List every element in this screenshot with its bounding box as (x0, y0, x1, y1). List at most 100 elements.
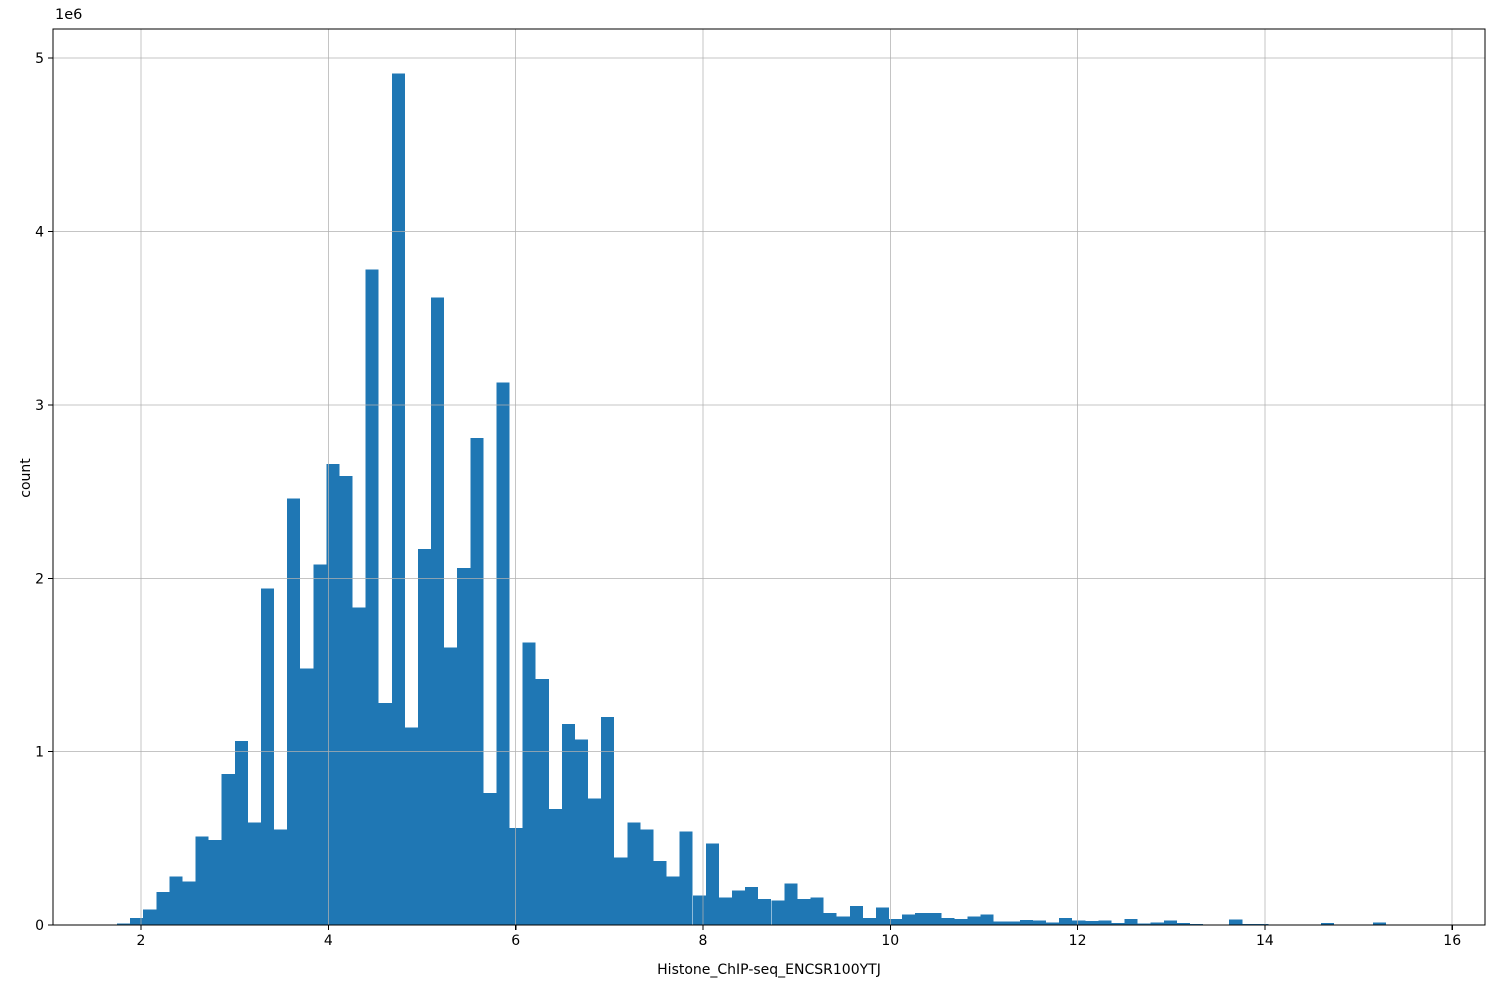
histogram-bar (1059, 918, 1073, 925)
histogram-bar (208, 840, 222, 925)
histogram-bar (1098, 920, 1112, 925)
plot-border (52, 28, 1486, 926)
histogram-bar (130, 918, 144, 925)
histogram-bar (784, 883, 798, 925)
histogram-bar (889, 918, 903, 925)
histogram-bar (745, 886, 759, 925)
histogram-bar (313, 564, 327, 925)
histogram-bar (1072, 920, 1086, 925)
y-tick-label: 4 (35, 225, 44, 241)
histogram-bar (247, 822, 261, 925)
x-tick-label: 16 (1443, 933, 1461, 949)
histogram-bar (300, 668, 314, 925)
histogram-bar (758, 898, 772, 925)
histogram-bar (614, 857, 628, 925)
y-axis-label: count (18, 458, 34, 498)
x-tick-label: 4 (324, 933, 333, 949)
y-tick-label: 3 (35, 398, 44, 414)
histogram-bar (143, 909, 157, 925)
x-axis-label: Histone_ChIP-seq_ENCSR100YTJ (657, 962, 881, 978)
histogram-bar (260, 588, 275, 925)
histogram-bar (431, 297, 445, 925)
histogram-bar (1320, 922, 1334, 925)
tick-marks (48, 57, 1453, 930)
histogram-bar (1111, 922, 1125, 925)
histogram-bar (862, 918, 876, 925)
y-tick-labels: 0 1 2 3 4 5 (35, 51, 44, 934)
histogram-bar (326, 463, 340, 925)
histogram-bar (679, 831, 693, 925)
histogram-bar (535, 678, 549, 925)
histogram-bar (156, 892, 170, 925)
histogram-bar (444, 647, 458, 925)
histogram-bar (875, 907, 889, 925)
histogram-bar (1176, 922, 1190, 925)
histogram-bar (640, 829, 654, 925)
histogram-bar (810, 897, 824, 925)
histogram-bar (548, 808, 562, 925)
histogram-bar (470, 437, 484, 925)
histogram-bar (1163, 920, 1177, 925)
histogram-bar (692, 895, 706, 925)
histogram-bar (195, 836, 209, 925)
x-tick-label: 14 (1256, 933, 1274, 949)
x-tick-label: 12 (1069, 933, 1087, 949)
histogram-bar (234, 741, 248, 925)
histogram-bar (391, 73, 405, 926)
histogram-bar (339, 475, 353, 925)
histogram-bar (417, 548, 432, 925)
histogram-bar (705, 843, 719, 925)
x-tick-label: 10 (881, 933, 899, 949)
histogram-bar (941, 918, 955, 925)
histogram-bar (653, 860, 667, 925)
histogram-bar (823, 912, 837, 925)
histogram-bar (1046, 922, 1060, 925)
histogram-bar (221, 774, 235, 925)
histogram-bar (718, 897, 732, 925)
histogram-bar (993, 921, 1007, 925)
histogram-bar (169, 876, 183, 925)
histogram-bar (522, 642, 536, 925)
histogram-bar (1229, 919, 1243, 925)
histogram-bar (601, 716, 615, 925)
histogram-bar (980, 914, 994, 925)
histogram-bars (117, 73, 1387, 926)
histogram-bar (771, 900, 785, 925)
histogram-bar (797, 898, 811, 925)
x-tick-label: 8 (699, 933, 708, 949)
histogram-bar (287, 498, 301, 925)
histogram-bar (574, 739, 589, 925)
histogram-bar (1032, 920, 1046, 925)
histogram-bar (496, 382, 510, 926)
histogram-bar (352, 607, 366, 925)
histogram-bar (1137, 923, 1151, 925)
histogram-bar (365, 269, 379, 925)
grid-lines (53, 29, 1485, 925)
histogram-bar (588, 798, 602, 925)
histogram-bar (561, 723, 575, 925)
histogram-bar (666, 876, 680, 925)
y-tick-label: 1 (35, 745, 44, 761)
histogram-bar (1006, 921, 1020, 925)
histogram-bar (483, 793, 497, 925)
histogram-bar (1150, 922, 1164, 925)
histogram-bar (849, 905, 863, 925)
y-tick-label: 0 (35, 918, 44, 934)
histogram-bar (404, 727, 418, 925)
histogram-bar (117, 923, 131, 925)
histogram-bar (1373, 922, 1387, 925)
y-tick-label: 2 (35, 571, 44, 587)
histogram-bar (1124, 918, 1138, 925)
histogram-bar (915, 912, 929, 925)
x-tick-label: 6 (511, 933, 520, 949)
histogram-bar (732, 890, 746, 925)
histogram-bar (954, 918, 968, 925)
y-tick-label: 5 (35, 51, 44, 67)
histogram-bar (182, 881, 196, 925)
x-tick-label: 2 (137, 933, 146, 949)
y-axis-offset-label: 1e6 (55, 7, 83, 23)
histogram-bar (378, 703, 392, 925)
histogram-bar (928, 912, 942, 925)
